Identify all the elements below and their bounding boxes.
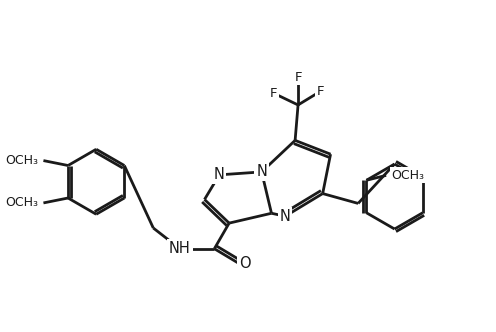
- Text: N: N: [214, 167, 225, 182]
- Text: N: N: [256, 164, 267, 179]
- Text: NH: NH: [169, 241, 191, 256]
- Text: O: O: [239, 256, 250, 271]
- Text: OCH₃: OCH₃: [391, 169, 424, 182]
- Text: F: F: [294, 71, 302, 84]
- Text: OCH₃: OCH₃: [5, 154, 39, 167]
- Text: F: F: [317, 85, 324, 98]
- Text: N: N: [280, 209, 291, 224]
- Text: OCH₃: OCH₃: [5, 197, 39, 209]
- Text: F: F: [270, 87, 277, 100]
